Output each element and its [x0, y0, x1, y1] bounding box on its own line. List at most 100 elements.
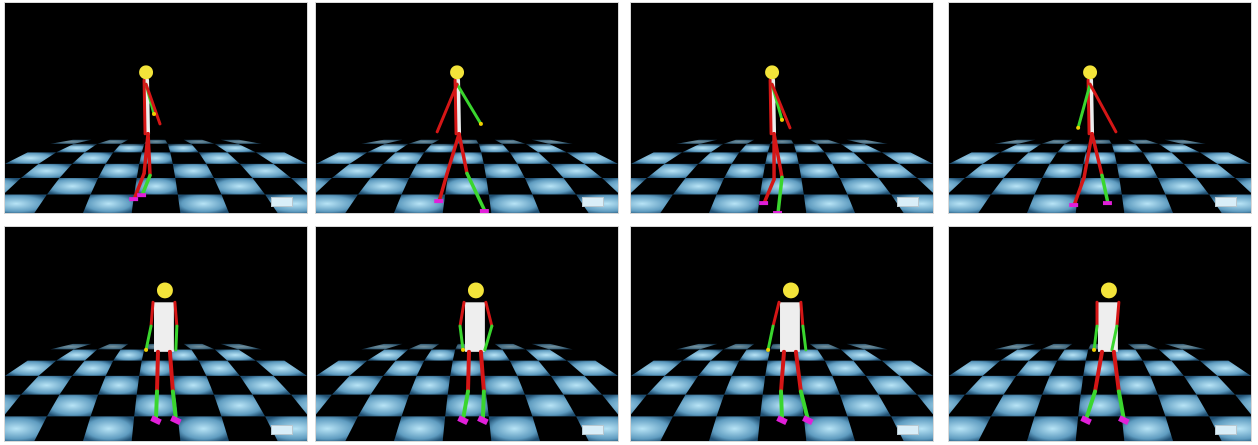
hand-joint	[1092, 347, 1097, 352]
skeleton-bone	[457, 132, 469, 176]
panel-badge	[897, 425, 919, 435]
floor-tile	[83, 194, 135, 213]
floor-tile	[97, 343, 129, 350]
skeleton-bone	[445, 132, 461, 176]
floor-tile	[793, 349, 825, 361]
floor-tile	[361, 343, 403, 350]
skeleton-bone	[465, 171, 487, 213]
floor-tile	[316, 152, 368, 164]
floor-tile	[602, 178, 618, 193]
floor-tile	[1164, 343, 1206, 350]
floor-tile	[1111, 143, 1143, 153]
floor-tile	[646, 163, 699, 179]
floor-tile	[949, 178, 965, 193]
floor-tile	[424, 143, 456, 153]
floor-tile	[881, 360, 933, 376]
floor-tile	[846, 343, 888, 350]
skeleton-bone	[174, 324, 179, 352]
floor-tile	[917, 394, 933, 415]
skeleton-bone	[799, 300, 805, 328]
skeleton-bone	[768, 78, 773, 136]
skeleton-figure	[457, 282, 494, 425]
skeleton-bone	[167, 349, 175, 394]
panel-top-4	[948, 2, 1252, 214]
floor-tile	[198, 360, 240, 376]
foot-marker	[479, 209, 489, 213]
floor-tile	[316, 178, 332, 193]
floor-tile	[917, 178, 933, 193]
floor-tile	[509, 152, 551, 164]
floor-tile	[367, 349, 409, 361]
floor-tile	[172, 163, 214, 179]
skeleton-scene	[316, 282, 618, 441]
floor-tile	[1016, 360, 1058, 376]
skeleton-bone	[149, 300, 155, 328]
floor-tile	[1041, 139, 1073, 144]
floor-tile	[723, 139, 755, 144]
floor-tile	[5, 194, 47, 213]
panel-badge	[897, 197, 919, 207]
head-joint	[139, 65, 154, 80]
floor-tile	[213, 394, 266, 417]
floor-tile	[698, 152, 740, 164]
foot-marker	[1069, 203, 1079, 208]
floor-tile	[566, 152, 618, 164]
floor-tile	[291, 394, 307, 415]
skeleton-bone	[1111, 349, 1121, 394]
floor-tile	[357, 178, 410, 195]
skeleton-scene	[949, 282, 1251, 441]
floor-tile	[949, 152, 1001, 164]
foot-marker	[137, 193, 147, 198]
floor-tile	[964, 375, 1017, 395]
head-joint	[156, 282, 173, 299]
floor-tile	[5, 394, 21, 415]
floor-tile	[113, 143, 145, 153]
floor-tile	[239, 163, 292, 179]
floor-tile	[1164, 139, 1206, 144]
head-joint	[1100, 282, 1117, 299]
floor-tile	[839, 394, 892, 417]
torso-box	[465, 302, 485, 352]
floor-tile	[798, 163, 840, 179]
skeleton-bone	[458, 324, 465, 352]
panel-badge	[271, 197, 293, 207]
floor-tile	[316, 360, 368, 376]
checker-floor	[949, 135, 1251, 213]
panel-bottom-3	[630, 226, 934, 442]
foot-marker	[776, 415, 788, 425]
floor-tile	[550, 163, 603, 179]
floor-tile	[631, 194, 673, 213]
foot-marker	[1118, 415, 1130, 425]
floor-tile	[316, 194, 358, 213]
skeleton-bone	[144, 82, 162, 126]
floor-tile	[1042, 375, 1084, 395]
floor-tile	[990, 394, 1043, 417]
floor-tile	[1083, 152, 1117, 164]
head-joint	[1083, 65, 1098, 80]
floor-tile	[183, 139, 215, 144]
panel-badge	[271, 425, 293, 435]
floor-tile	[409, 163, 451, 179]
floor-tile	[525, 349, 567, 361]
skeleton-bone	[793, 349, 803, 394]
skeleton-bone	[484, 300, 494, 328]
floor-tile	[408, 343, 440, 350]
floor-tile	[177, 416, 229, 441]
floor-tile	[361, 139, 403, 144]
floor-tile	[483, 163, 525, 179]
floor-tile	[167, 349, 199, 361]
floor-tile	[672, 394, 725, 417]
skeleton-bone	[1092, 324, 1099, 352]
skeleton-scene	[631, 282, 933, 441]
skeleton-bone	[144, 324, 153, 352]
skeleton-bone	[766, 324, 775, 352]
floor-tile	[113, 349, 145, 361]
floor-tile	[97, 139, 129, 144]
floor-tile	[214, 349, 256, 361]
floor-tile	[1116, 163, 1158, 179]
floor-tile	[1116, 375, 1158, 395]
floor-tile	[394, 194, 446, 213]
floor-tile	[5, 178, 21, 193]
skeleton-figure	[434, 65, 489, 213]
floor-tile	[1078, 178, 1122, 195]
